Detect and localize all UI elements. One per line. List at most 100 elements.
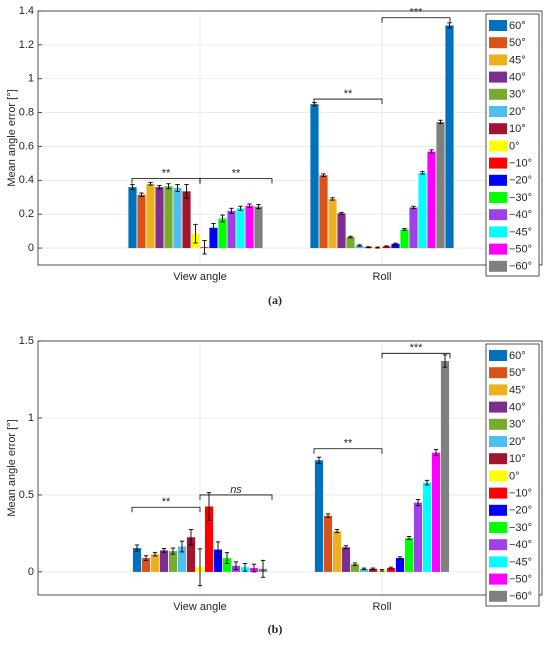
bar: [222, 558, 232, 572]
legend-swatch: [489, 522, 507, 533]
bar: [359, 568, 369, 572]
bar: [132, 548, 142, 572]
legend-label: 45°: [509, 384, 526, 396]
bar: [436, 121, 445, 249]
plot-area: [38, 341, 542, 595]
bar: [386, 568, 396, 572]
y-tick-label: 1: [28, 412, 34, 424]
bar: [341, 547, 351, 572]
legend-label: −45°: [509, 556, 532, 568]
bar: [128, 187, 137, 249]
bar: [159, 550, 169, 572]
bar: [146, 183, 155, 249]
significance-label: **: [344, 438, 353, 450]
legend-swatch: [489, 140, 507, 152]
legend-label: −10°: [509, 158, 532, 170]
bar: [227, 210, 236, 249]
bar: [314, 460, 324, 572]
y-tick-label: 0.6: [19, 140, 34, 152]
legend-swatch: [489, 590, 507, 602]
legend-label: −40°: [509, 209, 532, 221]
legend-label: 30°: [509, 419, 526, 431]
legend-label: −30°: [509, 192, 532, 204]
significance-bracket: [199, 494, 273, 500]
significance-label: ***: [410, 7, 424, 19]
bar: [155, 187, 164, 249]
legend-label: 0°: [509, 140, 520, 152]
y-tick-label: 0.5: [19, 489, 34, 501]
legend-label: 45°: [509, 54, 526, 66]
legend-swatch: [489, 470, 507, 482]
legend-swatch: [489, 453, 507, 465]
significance-bracket: [313, 98, 383, 105]
bar: [440, 361, 450, 572]
y-tick-label: 1.2: [19, 39, 34, 51]
bar: [204, 506, 214, 572]
bar: [404, 538, 414, 572]
bar: [310, 104, 319, 249]
legend-label: 10°: [509, 123, 526, 135]
legend-label: −50°: [509, 244, 532, 256]
legend-swatch: [489, 556, 507, 568]
bar: [164, 186, 173, 249]
y-axis-label: Mean angle error [°]: [6, 89, 18, 186]
legend-swatch: [489, 367, 507, 379]
legend-swatch: [489, 88, 507, 100]
legend-swatch: [489, 243, 507, 255]
legend-label: −60°: [509, 591, 532, 603]
significance-label: ***: [410, 342, 424, 354]
legend-swatch: [489, 539, 507, 551]
plot-area: [38, 11, 542, 265]
legend-label: 20°: [509, 106, 526, 118]
significance-label: **: [344, 88, 353, 100]
legend-label: 40°: [509, 72, 526, 84]
legend-label: −50°: [509, 574, 532, 586]
legend-swatch: [489, 71, 507, 83]
bar: [319, 175, 328, 249]
legend-label: 60°: [509, 350, 526, 362]
legend-label: 0°: [509, 470, 520, 482]
legend: 60° 50° 45° 40° 30° 20° 10° 0° −10° −20° −30° −40° −…: [485, 343, 540, 607]
significance-label: **: [232, 168, 241, 180]
legend-swatch: [489, 123, 507, 135]
legend-label: −60°: [509, 261, 532, 273]
axes-box: [37, 340, 543, 596]
bar: [422, 482, 432, 572]
bar: [431, 452, 441, 572]
legend: 60° 50° 45° 40° 30° 20° 10° 0° −10° −20° −30° −40° −…: [485, 13, 540, 277]
bar: [168, 551, 178, 572]
bar: [173, 187, 182, 249]
legend-swatch: [489, 573, 507, 585]
legend-label: 50°: [509, 37, 526, 49]
legend-swatch: [489, 436, 507, 447]
bar: [391, 243, 400, 249]
y-tick-label: 1: [28, 73, 34, 85]
bar: [177, 546, 187, 572]
legend-label: −10°: [509, 488, 532, 500]
legend-label: 40°: [509, 402, 526, 414]
y-tick-label: 1.5: [19, 335, 34, 347]
legend-label: 60°: [509, 20, 526, 32]
y-tick-label: 1.4: [19, 5, 34, 17]
legend-swatch: [489, 418, 507, 430]
legend-label: −30°: [509, 522, 532, 534]
legend-label: −20°: [509, 175, 532, 187]
x-tick-label: View angle: [173, 601, 227, 613]
bar: [236, 208, 245, 249]
legend-swatch: [489, 54, 507, 66]
bar: [150, 554, 160, 572]
bar: [209, 227, 218, 249]
y-tick-label: 0.8: [19, 107, 34, 119]
bar: [182, 191, 191, 249]
bar: [395, 558, 405, 572]
legend-swatch: [489, 174, 507, 186]
bar: [409, 207, 418, 249]
bar: [323, 515, 333, 572]
bar: [400, 229, 409, 249]
significance-bracket: [131, 506, 201, 513]
bar: [218, 218, 227, 249]
legend-swatch: [489, 504, 507, 516]
chart-panel-1: 00.20.40.60.811.21.4** *******View angle R…: [6, 5, 543, 307]
bar: [186, 537, 196, 572]
